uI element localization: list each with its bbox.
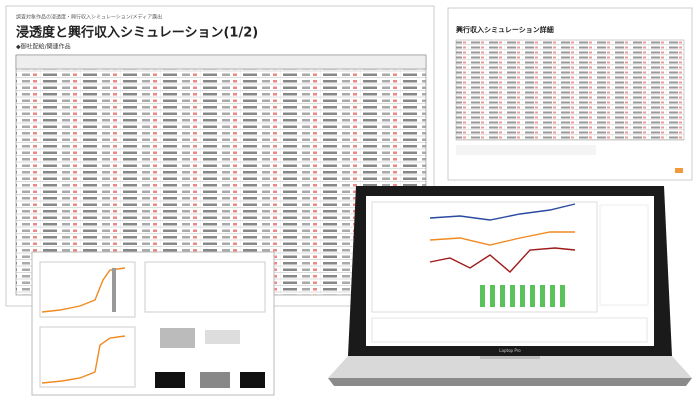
table-header [15,54,427,70]
document-charts [31,251,275,396]
box [205,330,240,344]
doc-header: 調査対象作品の浸透度・興行収入シミュレーション/メディア露出 [16,14,162,21]
side-panel [599,204,649,306]
chart-frame [39,261,136,318]
screen-table [371,317,648,343]
line [429,247,576,273]
doc-subtitle: ◆御社配給/関連作品 [16,43,71,51]
base-edge [328,378,692,386]
step-line [41,267,126,313]
step-line [41,335,126,384]
document-detail: 興行収入シミュレーション詳細 [447,7,693,181]
brand: Laptop Pro [499,348,521,353]
box [160,328,195,348]
sheet [31,251,275,396]
laptop: Laptop Pro [328,186,692,386]
bars [480,285,565,307]
box [240,372,265,388]
screen-chart [371,201,598,313]
chart-frame [39,326,136,388]
doc-title: 浸透度と興行収入シミュレーション(1/2) [16,25,258,41]
doc-title: 興行収入シミュレーション詳細 [456,25,554,34]
base [328,356,692,378]
line [429,203,576,221]
logo [675,168,683,173]
panel [144,261,266,313]
notes [456,145,596,155]
box [155,372,185,388]
box [200,372,230,388]
bar [112,268,116,312]
line [429,231,575,246]
data-table [455,39,685,141]
notch [480,356,540,359]
